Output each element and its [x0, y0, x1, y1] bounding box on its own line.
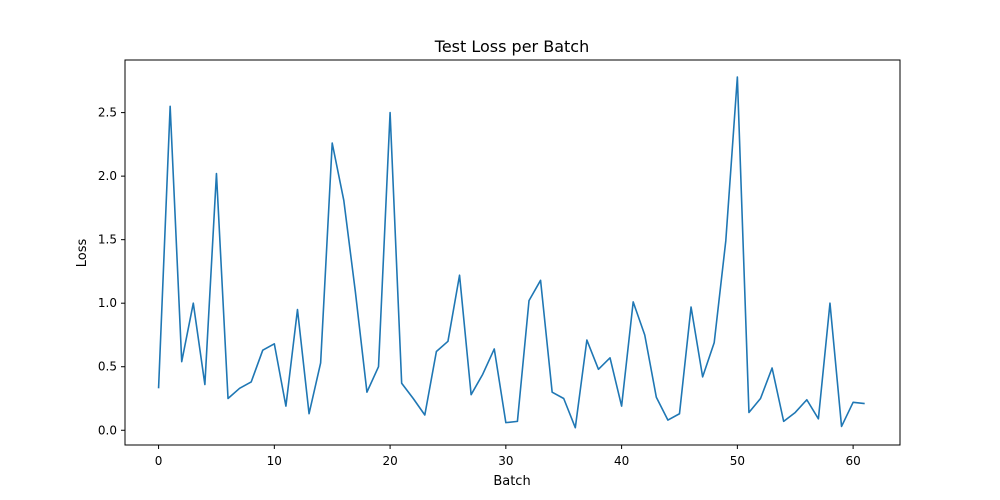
- x-axis: 0 10 20 30 40 50 60: [155, 445, 861, 468]
- y-tick-label: 1.5: [98, 233, 117, 247]
- y-tick-label: 2.0: [98, 169, 117, 183]
- plot-frame: [124, 59, 901, 446]
- x-tick-label: 40: [614, 454, 629, 468]
- y-axis: 0.0 0.5 1.0 1.5 2.0 2.5: [98, 106, 125, 437]
- loss-series-line: [157, 76, 865, 429]
- x-tick-label: 0: [155, 454, 163, 468]
- x-tick-label: 10: [267, 454, 282, 468]
- y-axis-label: Loss: [75, 239, 90, 268]
- y-tick-label: 1.0: [98, 296, 117, 310]
- plot-area: [124, 59, 901, 446]
- y-tick-label: 0.0: [98, 423, 117, 437]
- y-tick-label: 2.5: [98, 106, 117, 120]
- x-tick-label: 50: [730, 454, 745, 468]
- x-tick-label: 30: [498, 454, 513, 468]
- y-tick-label: 0.5: [98, 360, 117, 374]
- x-axis-label: Batch: [493, 474, 530, 489]
- chart-title: Test Loss per Batch: [434, 37, 589, 56]
- x-tick-label: 60: [845, 454, 860, 468]
- x-tick-label: 20: [382, 454, 397, 468]
